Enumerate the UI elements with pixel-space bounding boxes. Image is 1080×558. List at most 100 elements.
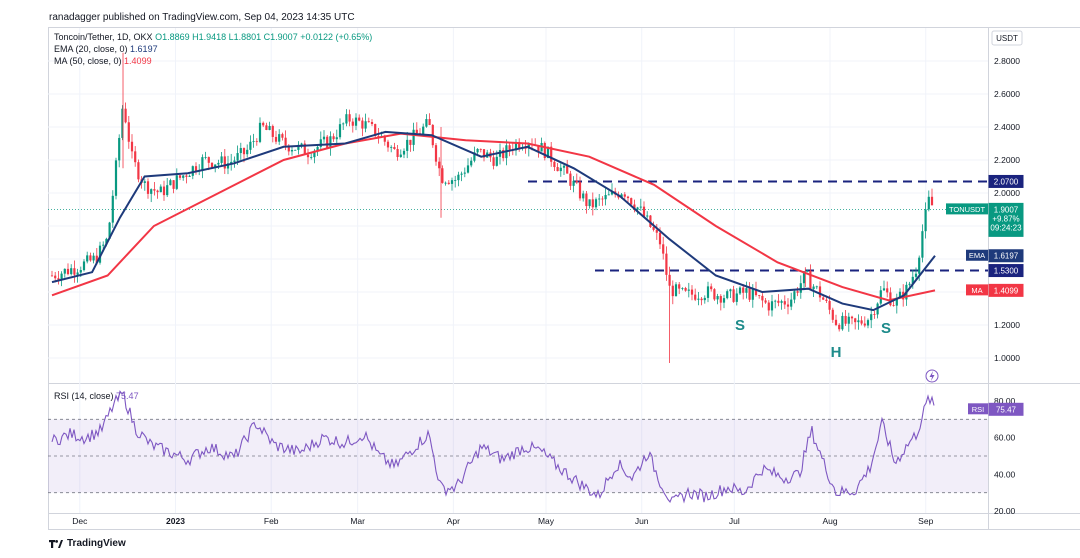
candle-body bbox=[767, 302, 770, 311]
candle bbox=[114, 157, 118, 200]
candle bbox=[668, 266, 671, 286]
candle-body bbox=[92, 255, 95, 261]
candle-body bbox=[60, 273, 63, 280]
candle bbox=[886, 281, 889, 298]
candle-body bbox=[367, 121, 370, 123]
candle-body bbox=[406, 139, 409, 151]
candle bbox=[684, 286, 687, 292]
candle bbox=[566, 159, 569, 174]
candle bbox=[246, 144, 249, 158]
candle bbox=[876, 302, 879, 319]
candle bbox=[361, 117, 364, 137]
candle bbox=[879, 286, 882, 306]
candle-body bbox=[655, 229, 658, 233]
candle-body bbox=[508, 145, 511, 150]
candle-body bbox=[914, 273, 918, 277]
candle-body bbox=[130, 141, 134, 152]
candle-body bbox=[358, 117, 361, 121]
candle-body bbox=[409, 139, 412, 145]
candle-body bbox=[761, 295, 764, 301]
candle-body bbox=[588, 199, 591, 207]
candle-body bbox=[502, 150, 505, 159]
candle-body bbox=[873, 314, 876, 315]
candle bbox=[425, 114, 428, 128]
candle-body bbox=[114, 160, 118, 196]
price-tick-label: 2.8000 bbox=[994, 56, 1020, 66]
candle bbox=[370, 119, 374, 127]
candle-body bbox=[930, 196, 934, 206]
candle bbox=[412, 122, 415, 152]
candle bbox=[687, 282, 690, 298]
candle-body bbox=[121, 108, 124, 138]
candle bbox=[345, 109, 348, 127]
candle-body bbox=[159, 186, 162, 193]
rsi-line bbox=[51, 390, 935, 504]
candle-body bbox=[575, 180, 578, 183]
candle-body bbox=[377, 136, 380, 137]
horizontal-levels bbox=[48, 180, 988, 272]
candle-body bbox=[54, 275, 57, 279]
candle bbox=[818, 281, 822, 302]
candle-body bbox=[841, 315, 844, 330]
legend-rsi-row[interactable]: RSI (14, close) 75.47 bbox=[54, 391, 139, 401]
candle bbox=[697, 291, 700, 306]
candle-body bbox=[175, 175, 178, 189]
candle-body bbox=[172, 180, 175, 189]
candle bbox=[265, 122, 268, 131]
legend-ma-row[interactable]: MA (50, close, 0) 1.4099 bbox=[54, 56, 152, 66]
lightning-icon[interactable] bbox=[925, 369, 939, 383]
candle-body bbox=[217, 162, 220, 165]
candle bbox=[156, 189, 159, 199]
candle bbox=[230, 153, 233, 171]
candle bbox=[662, 236, 665, 260]
candle-body bbox=[908, 283, 911, 285]
candle bbox=[850, 315, 854, 325]
candle-body bbox=[652, 227, 655, 230]
candle-body bbox=[466, 165, 470, 173]
candle bbox=[559, 161, 562, 177]
candle-body bbox=[98, 245, 102, 263]
candle-body bbox=[921, 231, 924, 258]
candle bbox=[719, 294, 722, 311]
time-tick-label: Jul bbox=[729, 516, 740, 526]
candle-body bbox=[326, 136, 329, 148]
currency-button[interactable] bbox=[991, 30, 1023, 46]
candle bbox=[348, 109, 351, 127]
tradingview-footer[interactable]: TradingView bbox=[49, 538, 126, 549]
candle bbox=[175, 168, 178, 191]
candle-body bbox=[831, 309, 834, 320]
candle-body bbox=[230, 161, 233, 164]
candle bbox=[665, 246, 668, 281]
candle-body bbox=[479, 148, 482, 150]
candle bbox=[249, 135, 252, 154]
candle bbox=[716, 293, 719, 305]
candle bbox=[444, 181, 447, 186]
candle-body bbox=[111, 195, 114, 223]
candle bbox=[386, 139, 390, 152]
candle-body bbox=[918, 257, 921, 274]
candle bbox=[268, 121, 271, 131]
candle bbox=[290, 146, 294, 156]
candle-body bbox=[447, 182, 450, 184]
candle bbox=[159, 184, 162, 193]
candle bbox=[338, 118, 342, 140]
candle-body bbox=[204, 157, 207, 158]
candle bbox=[172, 180, 175, 194]
level-tag-2070: 2.0700 bbox=[988, 174, 1024, 188]
candle bbox=[799, 275, 802, 299]
candle-body bbox=[287, 145, 290, 152]
ma-50-line bbox=[51, 132, 936, 302]
candle-body bbox=[585, 193, 588, 207]
candle bbox=[258, 117, 262, 144]
rsi-label-text: RSI bbox=[972, 405, 985, 414]
legend-ema-row[interactable]: EMA (20, close, 0) 1.6197 bbox=[54, 44, 158, 54]
candle bbox=[601, 196, 604, 206]
rsi-line bbox=[51, 390, 935, 504]
candle-body bbox=[108, 222, 111, 239]
candle-body bbox=[463, 172, 466, 174]
rsi-value-tag-text: 75.47 bbox=[996, 405, 1017, 414]
candle-body bbox=[777, 300, 780, 303]
candle bbox=[434, 143, 438, 166]
candle bbox=[556, 162, 559, 172]
